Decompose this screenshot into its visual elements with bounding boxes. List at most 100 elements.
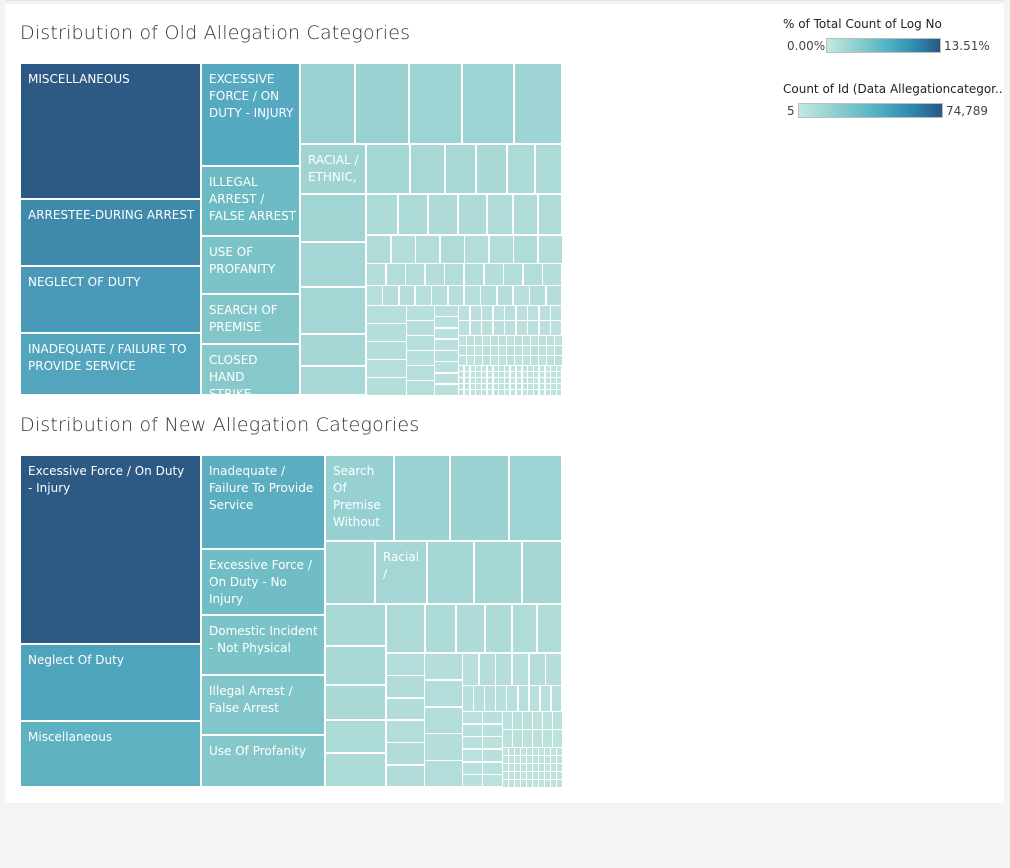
treemap-cell[interactable]: [504, 320, 517, 336]
treemap-cell[interactable]: [434, 383, 459, 396]
treemap-cell[interactable]: [386, 697, 425, 721]
treemap-cell[interactable]: [503, 263, 524, 286]
treemap-cell-labeled[interactable]: INADEQUATE / FAILURE TO PROVIDE SERVICE: [20, 333, 201, 395]
treemap-cell[interactable]: [476, 144, 507, 194]
treemap-cell[interactable]: [502, 711, 513, 730]
treemap-cell[interactable]: [444, 263, 465, 286]
treemap-cell[interactable]: [542, 263, 563, 286]
treemap-cell-labeled[interactable]: Use Of Profanity: [201, 735, 325, 787]
treemap-cell[interactable]: [513, 194, 538, 235]
treemap-cell[interactable]: [478, 653, 496, 686]
treemap-cell[interactable]: [462, 774, 483, 788]
treemap-cell[interactable]: [507, 144, 535, 194]
treemap-cell[interactable]: [552, 711, 563, 730]
treemap-cell[interactable]: [463, 389, 471, 396]
treemap-cell[interactable]: [462, 736, 483, 750]
treemap-cell[interactable]: [509, 455, 562, 541]
treemap-cell[interactable]: [550, 685, 563, 712]
treemap-cell[interactable]: [462, 653, 480, 686]
treemap-cell[interactable]: [527, 320, 540, 336]
treemap-cell[interactable]: [458, 194, 487, 235]
treemap-cell[interactable]: [483, 263, 504, 286]
treemap-cell[interactable]: [528, 685, 541, 712]
treemap-cell[interactable]: [398, 285, 416, 306]
treemap-cell[interactable]: [537, 604, 562, 653]
treemap-cell[interactable]: [325, 685, 386, 720]
treemap-cell[interactable]: [424, 263, 445, 286]
treemap-cell[interactable]: [517, 685, 530, 712]
treemap-cell[interactable]: [556, 389, 563, 396]
treemap-cell[interactable]: [481, 389, 488, 396]
treemap-cell[interactable]: [504, 305, 517, 321]
treemap-cell[interactable]: [480, 285, 498, 306]
treemap-cell[interactable]: [550, 389, 557, 396]
treemap-cell[interactable]: [398, 194, 428, 235]
treemap-cell[interactable]: [521, 389, 528, 396]
treemap-cell[interactable]: [462, 685, 474, 712]
treemap-cell[interactable]: [513, 235, 538, 264]
treemap-cell[interactable]: [300, 366, 366, 395]
treemap-cell[interactable]: [469, 389, 476, 396]
treemap-cell[interactable]: [496, 285, 514, 306]
treemap-cell[interactable]: [355, 63, 409, 144]
treemap-cell[interactable]: [386, 653, 425, 676]
treemap-cell[interactable]: [434, 372, 459, 385]
treemap-cell[interactable]: [434, 327, 459, 340]
treemap-cell[interactable]: [406, 365, 435, 381]
treemap-cell[interactable]: [410, 144, 445, 194]
treemap-cell[interactable]: [462, 723, 483, 737]
treemap-cell[interactable]: [366, 235, 391, 264]
treemap-cell[interactable]: [366, 359, 407, 378]
treemap-cell[interactable]: [492, 305, 505, 321]
treemap-cell-labeled[interactable]: ILLEGAL ARREST / FALSE ARREST: [201, 166, 300, 236]
treemap-cell-labeled[interactable]: Excessive Force / On Duty - No Injury: [201, 549, 325, 615]
treemap-cell[interactable]: [482, 736, 503, 750]
treemap-cell-labeled[interactable]: Illegal Arrest / False Arrest: [201, 675, 325, 735]
treemap-cell[interactable]: [458, 320, 471, 336]
treemap-cell[interactable]: [462, 749, 483, 763]
treemap-cell[interactable]: [538, 194, 562, 235]
treemap-cell[interactable]: [512, 653, 530, 686]
treemap-cell[interactable]: [366, 341, 407, 360]
treemap-cell[interactable]: [495, 685, 507, 712]
treemap-cell[interactable]: [386, 675, 425, 699]
treemap-cell[interactable]: [439, 235, 465, 264]
treemap-cell[interactable]: [462, 711, 483, 725]
treemap-cell[interactable]: [514, 63, 562, 144]
treemap-cell[interactable]: [406, 305, 435, 321]
treemap-cell[interactable]: [528, 653, 546, 686]
treemap-cell[interactable]: [498, 389, 505, 396]
treemap-cell[interactable]: [325, 646, 386, 685]
treemap-cell-labeled[interactable]: EXCESSIVE FORCE / ON DUTY - INJURY: [201, 63, 300, 166]
treemap-cell[interactable]: [366, 194, 398, 235]
treemap-cell[interactable]: [542, 729, 553, 748]
treemap-cell[interactable]: [529, 285, 547, 306]
treemap-cell[interactable]: [406, 350, 435, 366]
treemap-cell[interactable]: [512, 729, 523, 748]
treemap-cell[interactable]: [325, 541, 375, 604]
treemap-cell[interactable]: [482, 749, 503, 763]
treemap-cell[interactable]: [424, 653, 463, 681]
treemap-cell[interactable]: [475, 389, 482, 396]
treemap-cell[interactable]: [527, 305, 540, 321]
treemap-cell[interactable]: [481, 305, 494, 321]
treemap-cell[interactable]: [300, 63, 355, 144]
treemap-cell[interactable]: [485, 604, 512, 653]
treemap-cell[interactable]: [385, 263, 406, 286]
treemap-cell[interactable]: [510, 389, 517, 396]
treemap-cell[interactable]: [522, 263, 543, 286]
treemap-cell[interactable]: [424, 733, 463, 761]
treemap-cell[interactable]: [495, 653, 513, 686]
old-allegation-treemap[interactable]: MISCELLANEOUS ARRESTEE-DURING ARREST NEGLE…: [20, 63, 563, 396]
treemap-cell[interactable]: [544, 389, 551, 396]
treemap-cell[interactable]: [486, 389, 494, 396]
treemap-cell-labeled[interactable]: Domestic Incident - Not Physical: [201, 615, 325, 675]
treemap-cell[interactable]: [542, 711, 553, 730]
treemap-cell[interactable]: [550, 320, 563, 336]
treemap-cell[interactable]: [537, 235, 563, 264]
treemap-cell[interactable]: [522, 541, 562, 604]
treemap-cell[interactable]: [325, 720, 386, 753]
treemap-cell[interactable]: [406, 335, 435, 351]
treemap-cell[interactable]: [458, 389, 465, 396]
treemap-cell[interactable]: [538, 320, 551, 336]
